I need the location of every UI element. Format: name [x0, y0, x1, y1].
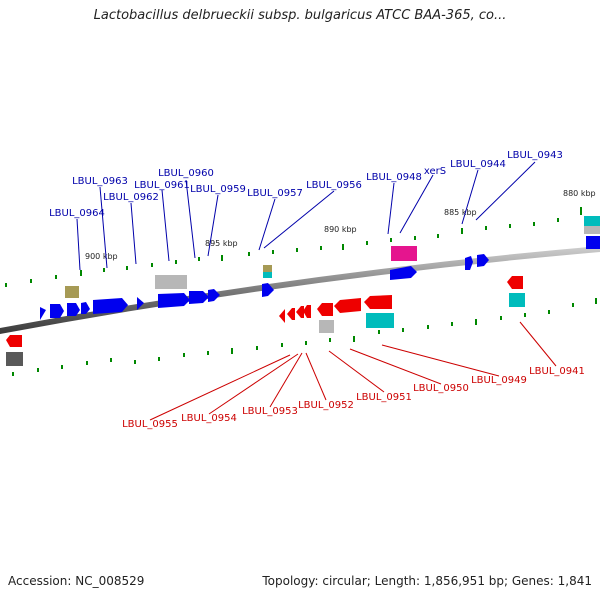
gene-label-lbul-0963: LBUL_0963: [72, 176, 128, 187]
gene-label-lbul-0944: LBUL_0944: [450, 159, 506, 170]
gene-box-olive[interactable]: [65, 286, 79, 298]
gene-arrow-forward[interactable]: [81, 302, 90, 314]
gene-arrow-reverse[interactable]: [334, 298, 361, 313]
gene-label-lbul-0948: LBUL_0948: [366, 172, 422, 183]
map-title: Lactobacillus delbrueckii subsp. bulgari…: [93, 8, 507, 23]
forward-leader-lines: [76, 161, 536, 271]
gene-label-lbul-0954: LBUL_0954: [181, 413, 237, 424]
gene-label-lbul-0943: LBUL_0943: [507, 150, 563, 161]
reverse-genes: [6, 276, 525, 366]
gene-arrow-reverse[interactable]: [279, 309, 285, 323]
gene-arrow-forward[interactable]: [93, 298, 128, 314]
gene-arrow-forward[interactable]: [40, 307, 46, 320]
reverse-gene-labels: LBUL_0941 LBUL_0949 LBUL_0950 LBUL_0951 …: [122, 366, 585, 430]
forward-genes: [40, 216, 600, 320]
gene-label-lbul-0959: LBUL_0959: [190, 184, 246, 195]
gene-label-lbul-0956: LBUL_0956: [306, 180, 362, 191]
gene-arrow-forward[interactable]: [390, 266, 417, 280]
gene-label-lbul-0960: LBUL_0960: [158, 168, 214, 179]
scale-label-900: 900 kbp: [85, 252, 118, 261]
gene-arrow-reverse[interactable]: [296, 306, 304, 318]
gene-label-lbul-0962: LBUL_0962: [103, 192, 159, 203]
scale-label-880: 880 kbp: [563, 189, 596, 198]
gene-box-magenta[interactable]: [391, 246, 417, 261]
gene-label-lbul-0953: LBUL_0953: [242, 406, 298, 417]
gene-box-grey[interactable]: [584, 226, 600, 234]
gene-arrow-reverse[interactable]: [364, 295, 392, 309]
gene-label-lbul-0952: LBUL_0952: [298, 400, 354, 411]
gene-arrow-forward[interactable]: [50, 304, 64, 318]
gene-arrow-forward[interactable]: [137, 297, 144, 310]
gene-box-dark-grey[interactable]: [6, 352, 23, 366]
scale-label-890: 890 kbp: [324, 225, 357, 234]
gene-arrow-reverse[interactable]: [287, 308, 295, 320]
gene-label-lbul-0964: LBUL_0964: [49, 208, 105, 219]
scale-label-885: 885 kbp: [444, 208, 477, 217]
gene-box-cyan[interactable]: [584, 216, 600, 226]
scale-label-895: 895 kbp: [205, 239, 238, 248]
gene-arrow-forward[interactable]: [158, 293, 190, 308]
gene-arrow-forward[interactable]: [465, 256, 473, 270]
accession-text: Accession: NC_008529: [8, 574, 145, 588]
gene-arrow-reverse[interactable]: [507, 276, 523, 289]
gene-label-lbul-0961: LBUL_0961: [134, 180, 190, 191]
gene-label-lbul-0950: LBUL_0950: [413, 383, 469, 394]
gene-arrow-forward[interactable]: [189, 291, 209, 304]
gene-arrow-reverse[interactable]: [303, 305, 311, 318]
gene-label-lbul-0949: LBUL_0949: [471, 375, 527, 386]
gene-box-forward[interactable]: [586, 236, 600, 249]
gene-arrow-reverse[interactable]: [6, 335, 22, 347]
gene-arrow-forward[interactable]: [477, 254, 489, 267]
gene-label-xers: xerS: [424, 166, 446, 177]
gene-box-cyan[interactable]: [366, 313, 394, 328]
gene-label-lbul-0941: LBUL_0941: [529, 366, 585, 377]
gene-arrow-reverse[interactable]: [317, 303, 333, 316]
gene-arrow-forward[interactable]: [208, 289, 220, 302]
gene-box-cyan[interactable]: [509, 293, 525, 307]
forward-gene-labels: LBUL_0943 LBUL_0944 xerS LBUL_0948 LBUL_…: [49, 150, 563, 219]
gene-label-lbul-0951: LBUL_0951: [356, 392, 412, 403]
gene-label-lbul-0957: LBUL_0957: [247, 188, 303, 199]
scale-ticks: [5, 207, 597, 376]
gene-arrow-forward[interactable]: [262, 283, 274, 297]
gene-box-cyan[interactable]: [263, 272, 272, 278]
scale-labels: 880 kbp 885 kbp 890 kbp 895 kbp 900 kbp: [85, 189, 596, 261]
gene-arrow-forward[interactable]: [67, 303, 80, 316]
gene-label-lbul-0955: LBUL_0955: [122, 419, 178, 430]
reverse-leader-lines: [149, 321, 557, 421]
gene-box-grey[interactable]: [155, 275, 187, 289]
gene-box-grey[interactable]: [319, 320, 334, 333]
genome-summary-text: Topology: circular; Length: 1,856,951 bp…: [262, 574, 592, 588]
gene-box-olive[interactable]: [263, 265, 272, 272]
genome-backbone: [0, 246, 600, 334]
